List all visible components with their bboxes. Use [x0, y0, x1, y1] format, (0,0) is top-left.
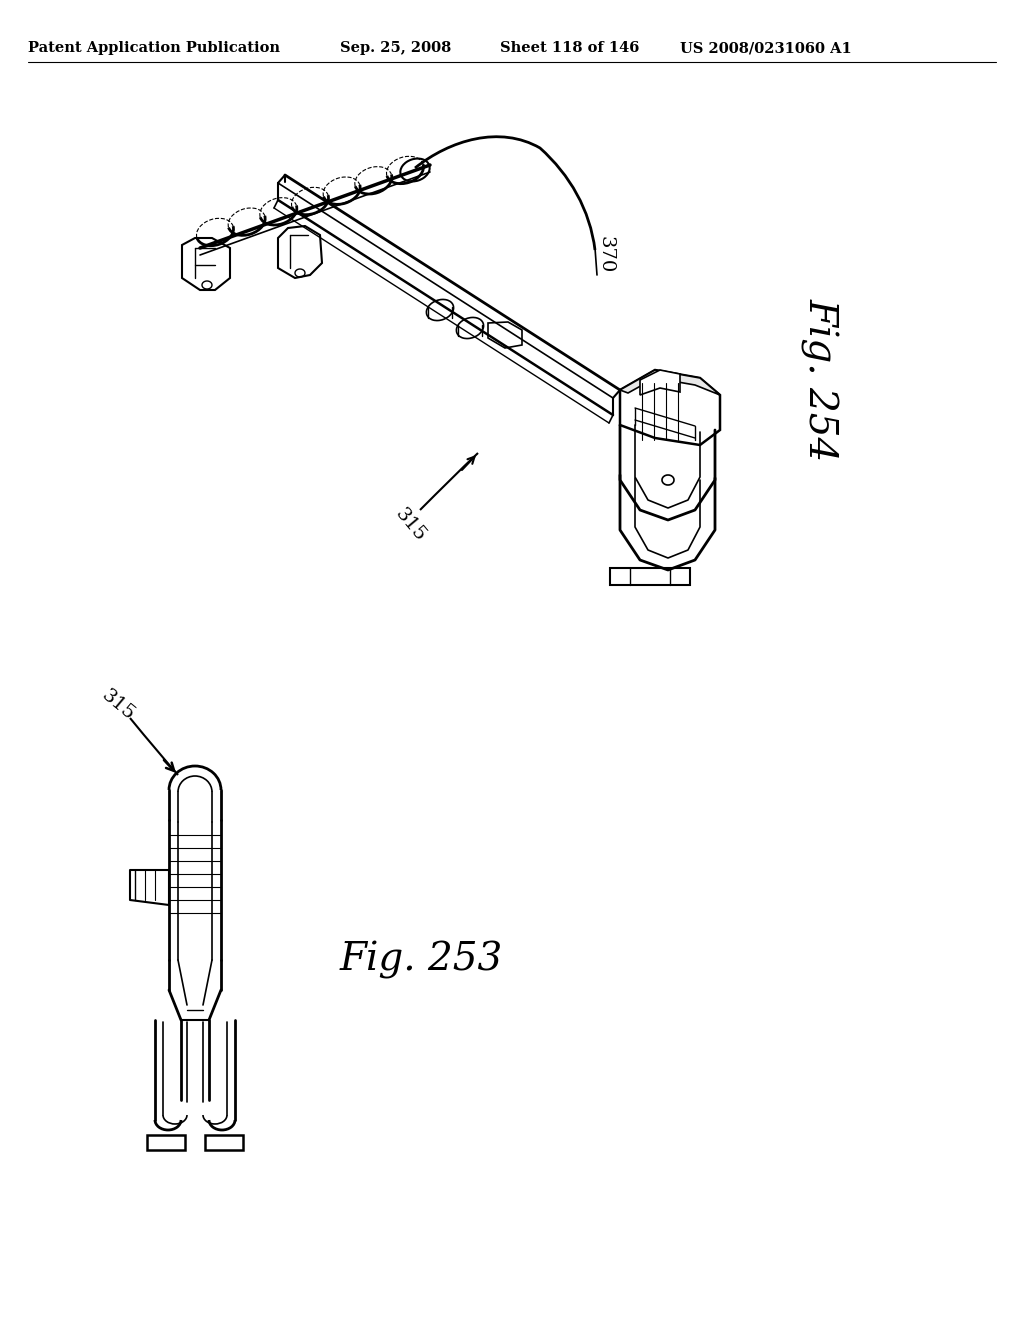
Polygon shape [610, 568, 690, 585]
Text: 315: 315 [391, 506, 429, 545]
Polygon shape [205, 1135, 243, 1150]
Text: Fig. 253: Fig. 253 [340, 941, 503, 979]
Text: 315: 315 [98, 686, 138, 723]
Text: Sep. 25, 2008: Sep. 25, 2008 [340, 41, 452, 55]
Polygon shape [488, 322, 522, 348]
Polygon shape [147, 1135, 185, 1150]
Text: US 2008/0231060 A1: US 2008/0231060 A1 [680, 41, 852, 55]
Text: Patent Application Publication: Patent Application Publication [28, 41, 280, 55]
Text: 370: 370 [597, 236, 615, 273]
Polygon shape [640, 370, 680, 395]
Text: Fig. 254: Fig. 254 [801, 298, 839, 462]
Polygon shape [620, 370, 720, 395]
Polygon shape [620, 370, 720, 445]
Text: Sheet 118 of 146: Sheet 118 of 146 [500, 41, 639, 55]
Polygon shape [278, 226, 322, 279]
Polygon shape [182, 238, 230, 290]
